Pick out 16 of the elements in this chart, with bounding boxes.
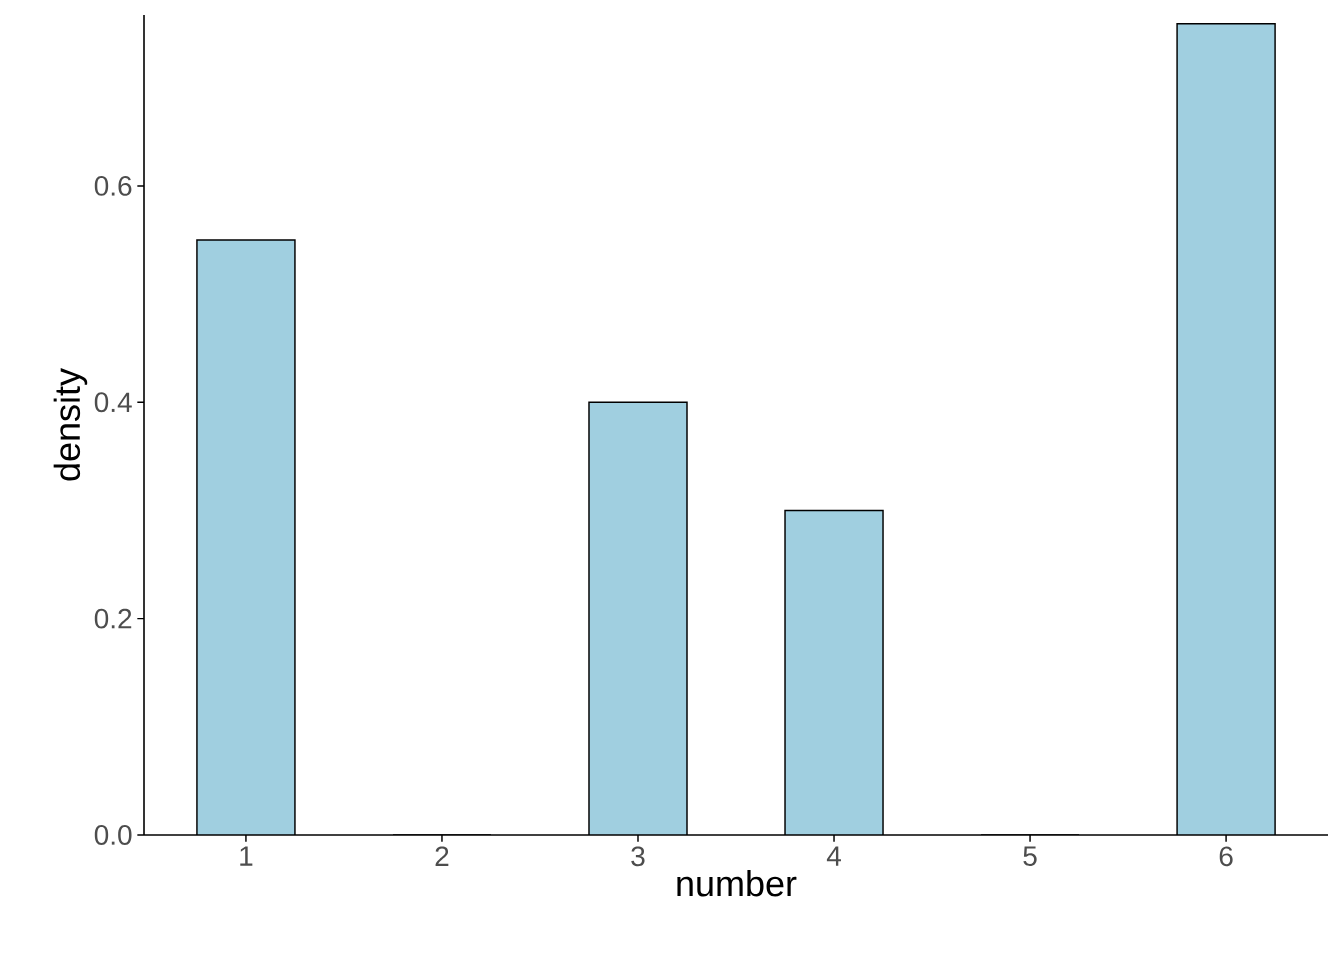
x-tick-label: 4 [826,846,841,866]
x-tick-label: 2 [435,846,449,866]
bar [785,510,884,835]
x-tick-label: 5 [1023,846,1037,866]
y-tick-label: 0.4 [94,392,132,413]
y-tick-label: 0.2 [94,608,132,629]
x-tick-label: 1 [240,846,253,866]
bar [1176,22,1276,835]
bar [196,240,295,835]
bar [588,402,687,835]
y-tick-label: 0.6 [94,176,132,196]
x-tick-label: 6 [1219,846,1233,867]
x-tick-label: 3 [631,846,645,867]
y-axis-title: density [53,368,88,481]
y-tick-label: 0.0 [94,825,132,845]
x-axis-title: number [677,870,797,897]
